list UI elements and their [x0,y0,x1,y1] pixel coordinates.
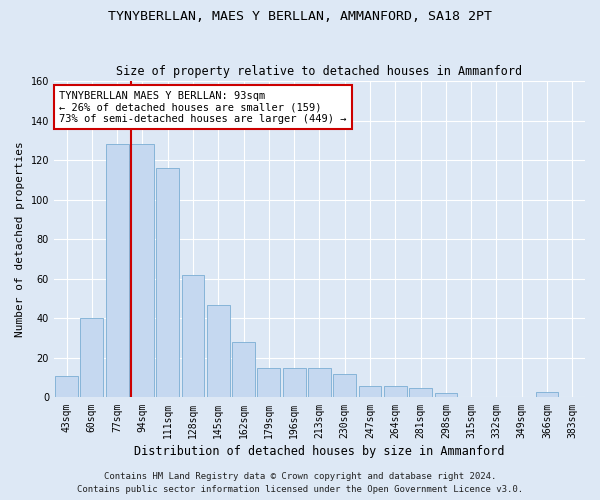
Bar [232,342,255,398]
Bar [384,386,407,398]
Bar [207,304,230,398]
Title: Size of property relative to detached houses in Ammanford: Size of property relative to detached ho… [116,66,523,78]
Bar [283,368,305,398]
Bar [182,275,205,398]
Bar [157,168,179,398]
Text: Contains HM Land Registry data © Crown copyright and database right 2024.
Contai: Contains HM Land Registry data © Crown c… [77,472,523,494]
Bar [359,386,382,398]
Bar [55,376,78,398]
Bar [434,394,457,398]
Y-axis label: Number of detached properties: Number of detached properties [15,142,25,337]
Text: TYNYBERLLAN MAES Y BERLLAN: 93sqm
← 26% of detached houses are smaller (159)
73%: TYNYBERLLAN MAES Y BERLLAN: 93sqm ← 26% … [59,90,347,124]
Bar [334,374,356,398]
Bar [131,144,154,398]
Text: TYNYBERLLAN, MAES Y BERLLAN, AMMANFORD, SA18 2PT: TYNYBERLLAN, MAES Y BERLLAN, AMMANFORD, … [108,10,492,23]
X-axis label: Distribution of detached houses by size in Ammanford: Distribution of detached houses by size … [134,444,505,458]
Bar [409,388,432,398]
Bar [536,392,559,398]
Bar [80,318,103,398]
Bar [257,368,280,398]
Bar [106,144,128,398]
Bar [308,368,331,398]
